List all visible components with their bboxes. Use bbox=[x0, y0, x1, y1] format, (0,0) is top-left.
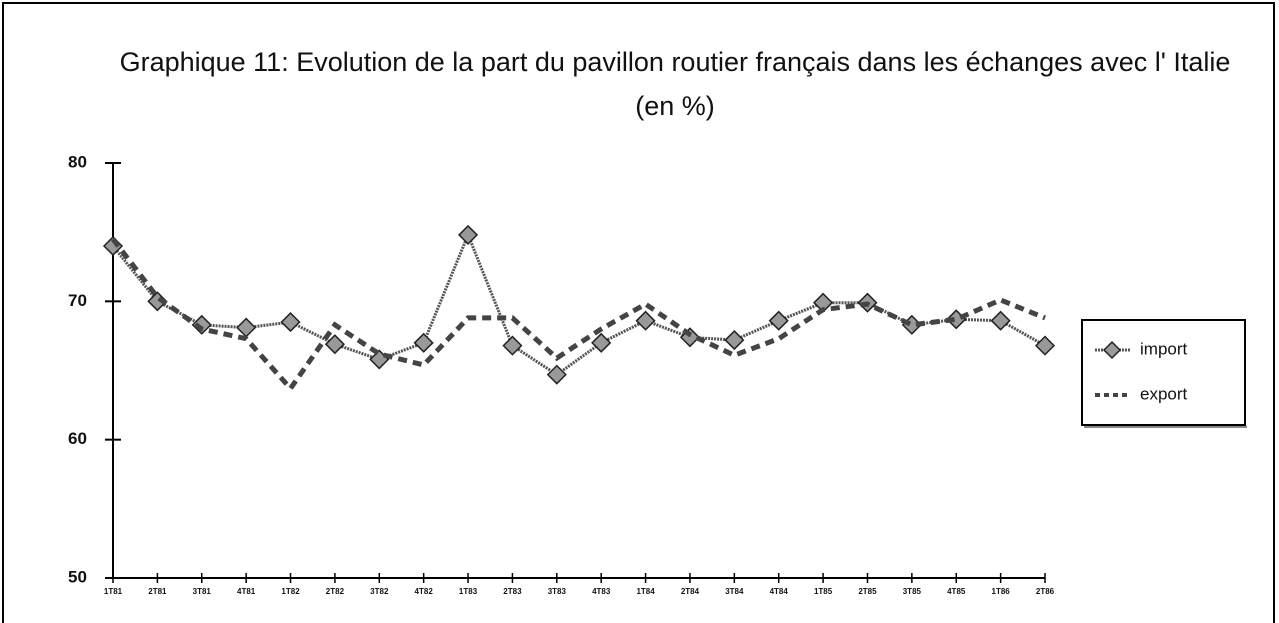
x-tick-label: 2T86 bbox=[1036, 587, 1055, 596]
x-tick-label: 1T85 bbox=[814, 587, 833, 596]
x-tick-label: 4T84 bbox=[770, 587, 789, 596]
x-tick-label: 2T81 bbox=[148, 587, 167, 596]
y-tick-label: 50 bbox=[68, 567, 87, 586]
chart-title: Graphique 11: Evolution de la part du pa… bbox=[119, 47, 1231, 121]
import-marker bbox=[768, 310, 789, 331]
import-line bbox=[111, 230, 1046, 377]
import-marker bbox=[990, 310, 1011, 331]
legend-label: export bbox=[1140, 384, 1188, 403]
x-tick-label: 4T85 bbox=[947, 587, 966, 596]
x-tick-label: 3T82 bbox=[370, 587, 389, 596]
x-tick-label: 3T84 bbox=[725, 587, 744, 596]
import-marker bbox=[191, 314, 212, 335]
x-tick-label: 3T85 bbox=[903, 587, 922, 596]
y-tick-label: 70 bbox=[68, 291, 87, 310]
import-marker bbox=[546, 364, 567, 385]
legend-box bbox=[1081, 319, 1246, 426]
x-tick-label: 3T83 bbox=[548, 587, 567, 596]
import-marker bbox=[413, 332, 434, 353]
export-line bbox=[111, 237, 1046, 393]
x-tick-label: 1T83 bbox=[459, 587, 478, 596]
x-tick-label: 2T83 bbox=[503, 587, 522, 596]
y-tick-label: 80 bbox=[68, 152, 87, 171]
import-marker bbox=[280, 312, 301, 333]
legend-label: import bbox=[1140, 339, 1188, 358]
x-tick-label: 2T84 bbox=[681, 587, 700, 596]
x-tick-label: 4T81 bbox=[237, 587, 256, 596]
import-marker bbox=[591, 332, 612, 353]
x-tick-label: 2T82 bbox=[326, 587, 345, 596]
import-marker bbox=[502, 335, 523, 356]
x-tick-label: 1T86 bbox=[992, 587, 1011, 596]
legend-marker bbox=[1102, 340, 1122, 360]
import-marker bbox=[1034, 335, 1056, 356]
x-tick-label: 1T81 bbox=[104, 587, 123, 596]
import-marker bbox=[457, 224, 479, 245]
x-tick-label: 1T84 bbox=[636, 587, 655, 596]
import-marker bbox=[236, 317, 257, 338]
x-tick-label: 1T82 bbox=[281, 587, 300, 596]
import-marker bbox=[635, 310, 656, 331]
import-marker bbox=[724, 330, 745, 351]
x-tick-label: 4T83 bbox=[592, 587, 611, 596]
x-tick-label: 2T85 bbox=[858, 587, 877, 596]
y-tick-label: 60 bbox=[68, 429, 87, 448]
x-tick-label: 3T81 bbox=[193, 587, 212, 596]
x-tick-label: 4T82 bbox=[415, 587, 434, 596]
import-marker bbox=[324, 334, 345, 355]
